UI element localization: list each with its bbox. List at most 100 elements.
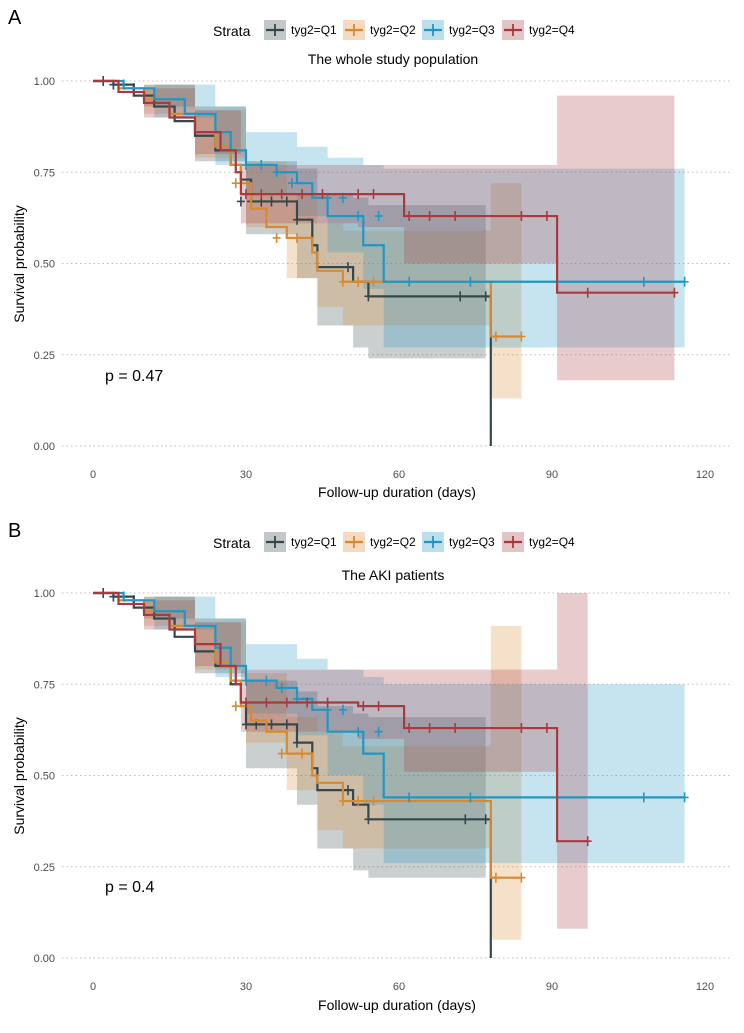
confidence-bands-a	[93, 81, 685, 399]
censor-mark-tyg2-q2	[293, 232, 301, 243]
censor-mark-tyg2-q1	[267, 196, 276, 207]
censor-mark-tyg2-q4	[542, 211, 551, 222]
censor-mark-tyg2-q1	[267, 719, 276, 730]
censor-mark-tyg2-q1	[481, 814, 490, 825]
censor-mark-tyg2-q2	[338, 276, 347, 287]
censor-mark-tyg2-q2	[338, 796, 347, 807]
legend-item-tyg2-q3: tyg2=Q3	[422, 532, 495, 552]
censor-mark-tyg2-q4	[517, 723, 526, 734]
censor-mark-tyg2-q3	[338, 704, 347, 715]
x-tick-label: 90	[546, 981, 558, 993]
ci-band-tyg2-q1	[93, 593, 486, 878]
censor-mark-tyg2-q2	[517, 872, 526, 883]
p-value-b: p = 0.4	[105, 879, 154, 896]
censor-mark-tyg2-q1	[364, 814, 373, 825]
censor-mark-tyg2-q1	[242, 719, 250, 730]
x-tick-label: 0	[90, 469, 96, 481]
censor-mark-tyg2-q2	[298, 748, 307, 759]
censor-mark-tyg2-q4	[262, 697, 271, 708]
censor-mark-tyg2-q4	[298, 189, 307, 200]
y-tick-label: 0.00	[34, 441, 55, 453]
legend-item-tyg2-q1: tyg2=Q1	[264, 532, 337, 552]
censor-mark-tyg2-q3	[262, 675, 271, 686]
y-tick-label: 0.50	[34, 771, 55, 783]
survival-line-tyg2-q4	[93, 591, 588, 843]
censor-mark-tyg2-q4	[242, 697, 250, 708]
legend-label: tyg2=Q2	[370, 535, 416, 549]
y-tick-label: 1.00	[34, 76, 55, 88]
y-tick-label: 0.50	[34, 259, 55, 271]
censor-mark-tyg2-q2	[369, 796, 378, 807]
survival-curves-b	[93, 588, 689, 958]
chart-title-b: The AKI patients	[342, 567, 445, 583]
censor-mark-tyg2-q1	[282, 196, 291, 207]
censor-mark-tyg2-q3	[287, 178, 296, 189]
censor-mark-tyg2-q1	[461, 814, 470, 825]
censor-mark-tyg2-q4	[583, 287, 592, 298]
legend-b: tyg2=Q1 tyg2=Q2 tyg2=Q3 tyg2=Q4	[264, 532, 575, 552]
y-tick-label: 0.75	[34, 167, 55, 179]
censor-mark-tyg2-q4	[451, 723, 460, 734]
survival-curves-a	[93, 76, 689, 446]
gridlines-a	[62, 80, 732, 447]
censor-mark-tyg2-q2	[491, 331, 500, 342]
x-tick-label: 60	[393, 981, 405, 993]
censor-mark-tyg2-q3	[242, 159, 250, 170]
censor-mark-tyg2-q3	[639, 792, 648, 803]
legend-item-tyg2-q3: tyg2=Q3	[422, 20, 495, 40]
censor-mark-tyg2-q3	[354, 211, 363, 222]
legend-label: tyg2=Q3	[449, 23, 495, 37]
ci-band-tyg2-q2	[93, 81, 522, 399]
x-tick-label: 0	[90, 981, 96, 993]
censor-mark-tyg2-q2	[354, 796, 363, 807]
censor-mark-tyg2-q2	[231, 701, 240, 712]
censor-mark-tyg2-q1	[344, 785, 352, 796]
legend-label: tyg2=Q3	[449, 535, 495, 549]
confidence-bands-b	[93, 593, 685, 940]
y-tick-label: 1.00	[34, 588, 55, 600]
censor-mark-tyg2-q3	[466, 792, 475, 803]
censor-mark-tyg2-q4	[517, 211, 526, 222]
legend-item-tyg2-q1: tyg2=Q1	[264, 20, 337, 40]
ci-band-tyg2-q4	[93, 593, 588, 929]
censor-mark-tyg2-q4	[323, 697, 332, 708]
legend-a: tyg2=Q1 tyg2=Q2 tyg2=Q3 tyg2=Q4	[264, 20, 575, 40]
x-tick-label: 90	[546, 469, 558, 481]
legend-item-tyg2-q4: tyg2=Q4	[502, 20, 575, 40]
x-tick-label: 30	[240, 469, 252, 481]
censor-mark-tyg2-q1	[293, 737, 301, 748]
censor-mark-tyg2-q3	[680, 792, 689, 803]
censor-mark-tyg2-q4	[583, 836, 592, 847]
legend-label: tyg2=Q1	[291, 23, 337, 37]
x-tick-label: 120	[696, 469, 714, 481]
legend-label: tyg2=Q4	[529, 535, 575, 549]
censor-mark-tyg2-q4	[374, 701, 383, 712]
censor-mark-tyg2-q3	[257, 159, 266, 170]
gridlines-b	[62, 592, 732, 959]
censor-mark-tyg2-q1	[364, 291, 373, 302]
censor-mark-tyg2-q4	[405, 723, 414, 734]
p-value-a: p = 0.47	[105, 368, 163, 385]
censor-mark-tyg2-q1	[236, 196, 245, 207]
censor-mark-tyg2-q2	[517, 331, 526, 342]
legend-label: tyg2=Q1	[291, 535, 337, 549]
ci-band-tyg2-q2	[93, 593, 522, 940]
censor-mark-tyg2-q4	[542, 723, 551, 734]
censor-mark-tyg2-q4	[242, 189, 250, 200]
censor-mark-tyg2-q1	[344, 262, 352, 273]
y-tick-label: 0.00	[34, 953, 55, 965]
censor-mark-tyg2-q4	[425, 723, 434, 734]
x-axis-title-a: Follow-up duration (days)	[318, 484, 476, 500]
legend-title-a: Strata	[213, 23, 251, 39]
censor-mark-tyg2-q3	[354, 726, 363, 737]
censor-mark-tyg2-q4	[670, 287, 679, 298]
legend-item-tyg2-q4: tyg2=Q4	[502, 532, 575, 552]
censor-mark-tyg2-q3	[277, 682, 286, 693]
censor-mark-tyg2-q4	[405, 211, 414, 222]
km-chart-a: A Strata The whole study population Foll…	[8, 7, 732, 500]
censor-mark-tyg2-q1	[282, 719, 291, 730]
x-tick-label: 60	[393, 469, 405, 481]
censor-mark-tyg2-q4	[282, 697, 291, 708]
censor-mark-tyg2-q4	[257, 189, 266, 200]
legend-title-b: Strata	[213, 535, 251, 551]
